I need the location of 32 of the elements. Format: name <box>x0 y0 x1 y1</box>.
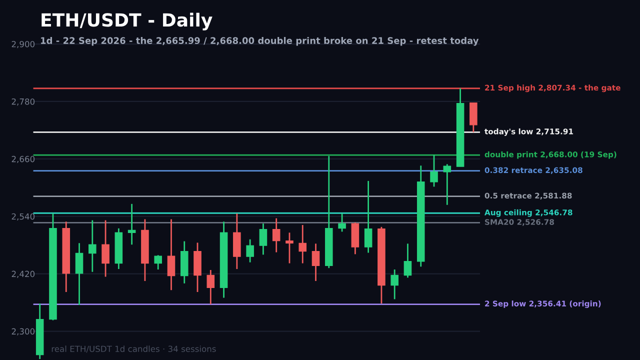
candlestick <box>470 102 478 133</box>
candlestick <box>298 224 307 264</box>
candlestick <box>88 220 96 273</box>
candlestick <box>246 238 254 264</box>
candlestick <box>272 218 280 253</box>
candlestick <box>443 163 452 206</box>
candlestick <box>233 212 241 270</box>
candlestick <box>286 232 294 264</box>
candlestick <box>390 268 398 300</box>
y-tick-label: 2,300 <box>12 328 35 336</box>
chart-title: ETH/USDT - Daily <box>42 12 212 30</box>
candlestick <box>206 269 215 305</box>
candlestick <box>351 222 360 255</box>
candlestick <box>312 242 320 282</box>
candlestick <box>364 180 372 254</box>
y-tick-label: 2,540 <box>12 213 35 221</box>
candlestick <box>154 254 162 270</box>
annotation: real ETH/USDT 1d candles · 34 sessions <box>52 346 216 353</box>
candlestick <box>75 242 84 306</box>
y-tick-label: 2,420 <box>12 270 35 278</box>
candlestick <box>338 212 346 232</box>
y-tick-label: 2,660 <box>12 156 35 164</box>
candlestick <box>404 242 412 278</box>
candlestick <box>102 220 110 278</box>
chart-subtitle: 1d - 22 Sep 2026 - the 2,665.99 / 2,668.00 double print broke on 21 Sep - retest today <box>41 36 479 46</box>
candlestick <box>167 218 176 291</box>
candlestick <box>194 242 202 293</box>
y-tick-label: 2,780 <box>12 98 35 106</box>
candlestick <box>259 222 268 256</box>
candlestick <box>430 154 438 188</box>
y-tick-label: 2,900 <box>12 40 35 48</box>
candlestick <box>128 203 136 246</box>
